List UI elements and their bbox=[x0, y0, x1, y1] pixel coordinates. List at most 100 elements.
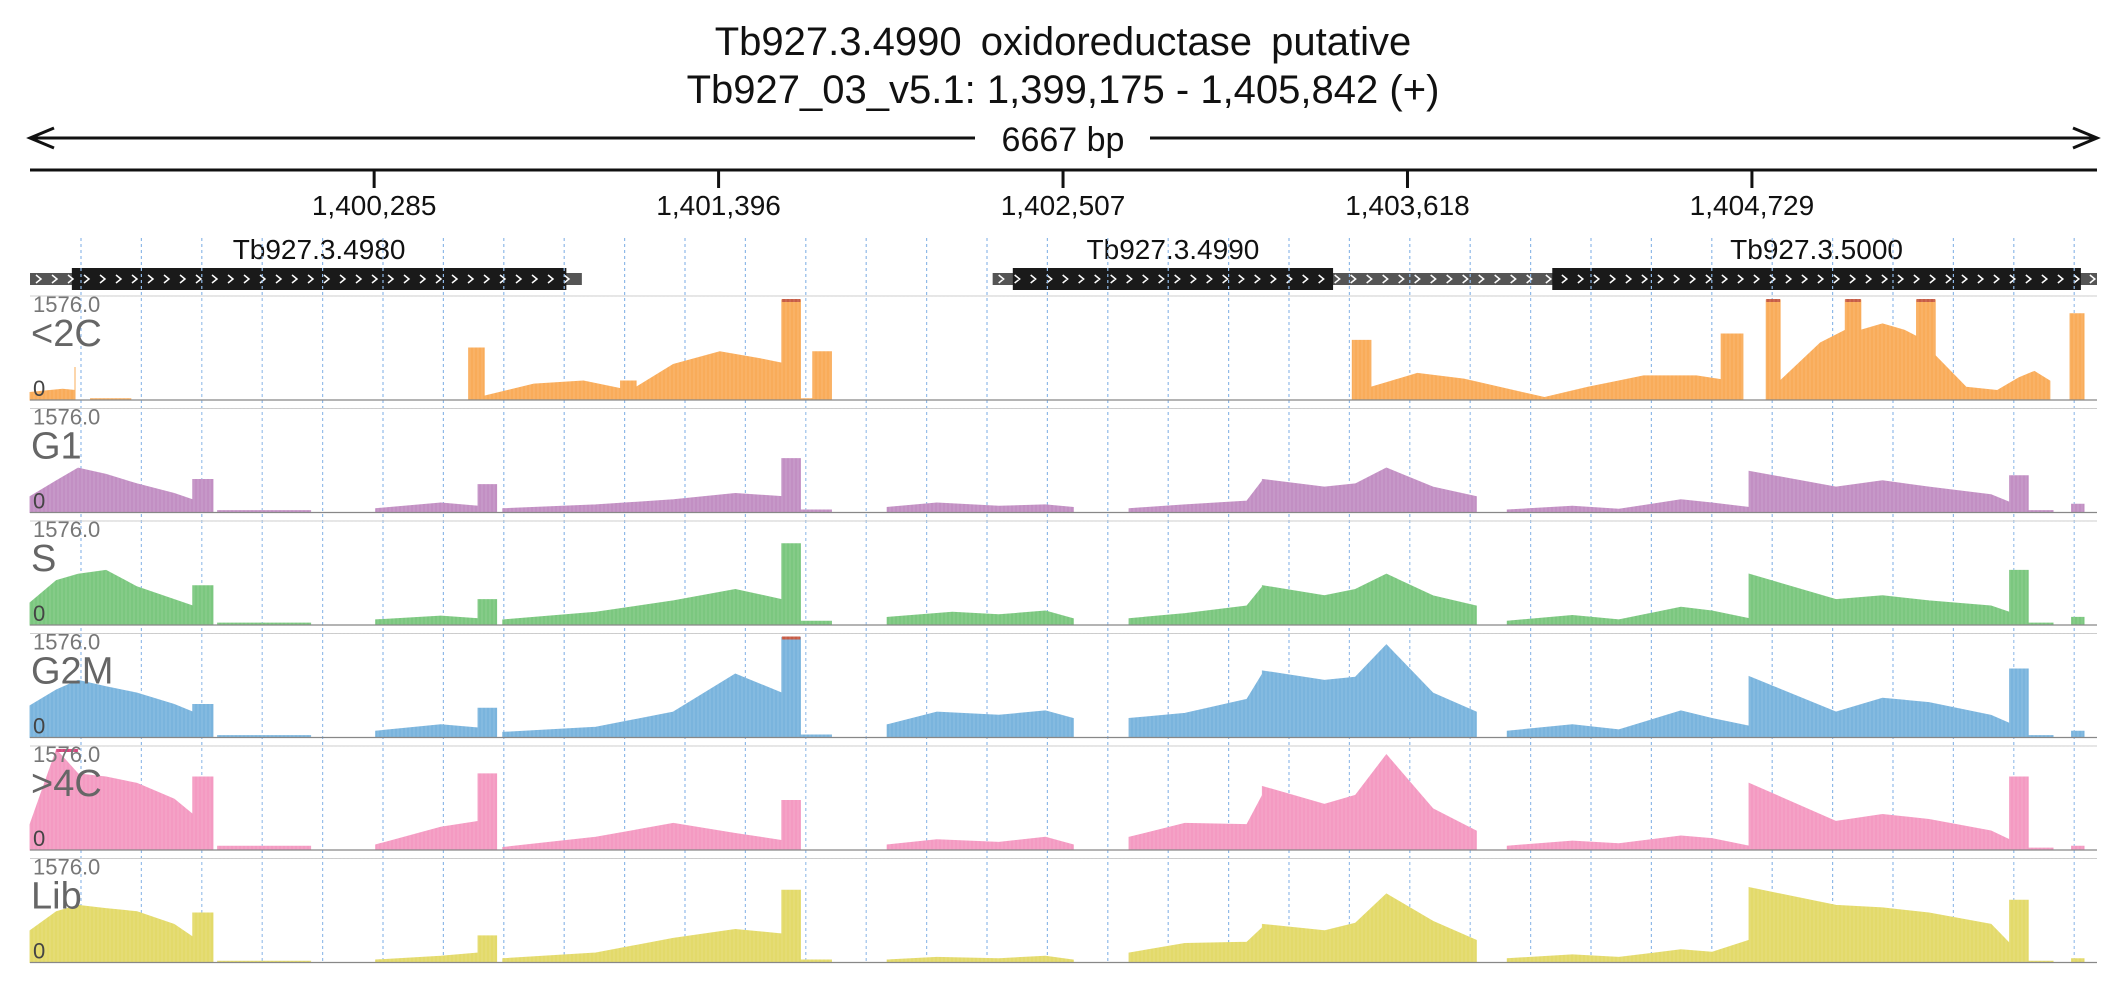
arrowhead-right-icon bbox=[2072, 126, 2101, 150]
coverage-area bbox=[375, 952, 479, 963]
coverage-area bbox=[886, 710, 1074, 738]
track-name-label: Lib bbox=[31, 876, 82, 918]
coverage-area bbox=[2009, 668, 2029, 738]
coverage-area bbox=[781, 458, 801, 513]
coverage-area bbox=[1748, 470, 2011, 513]
track-name-label: >4C bbox=[31, 763, 102, 805]
track-ymax-label: 1576.0 bbox=[33, 742, 100, 767]
bar-texture bbox=[29, 633, 2095, 738]
coverage-area bbox=[29, 467, 194, 513]
coverage-area bbox=[1779, 323, 2051, 401]
coverage-area bbox=[781, 889, 801, 963]
coverage-area bbox=[2009, 475, 2029, 513]
coverage-area bbox=[1128, 795, 1263, 851]
coverage-area bbox=[1544, 375, 1722, 401]
bar-texture bbox=[29, 521, 2095, 625]
clip-marker bbox=[56, 749, 79, 752]
ruler-tick-label: 1,400,285 bbox=[312, 190, 437, 221]
coverage-area bbox=[1844, 299, 1862, 401]
coverage-track bbox=[29, 745, 2097, 851]
track-name-label: G1 bbox=[31, 426, 82, 468]
coverage-area bbox=[1261, 467, 1477, 513]
span-length-label: 6667 bp bbox=[1002, 121, 1125, 159]
coverage-area bbox=[1720, 333, 1744, 401]
clip-marker bbox=[1845, 299, 1861, 302]
coverage-area bbox=[781, 543, 801, 626]
coverage-area bbox=[1261, 644, 1477, 738]
track-name-label: S bbox=[31, 538, 56, 580]
gene-cds-bar bbox=[1012, 268, 1334, 290]
track-ymin-label: 0 bbox=[33, 489, 45, 514]
coverage-area bbox=[375, 724, 479, 738]
genomic-location: Tb927_03_v5.1: 1,399,175 - 1,405,842 (+) bbox=[686, 68, 1440, 112]
arrowhead-left-icon bbox=[26, 126, 55, 150]
coverage-area bbox=[1506, 835, 1750, 851]
coverage-area bbox=[2009, 899, 2029, 963]
coverage-area bbox=[1506, 939, 1750, 963]
strand-arrow-icon bbox=[1545, 274, 2097, 284]
coverage-area bbox=[2009, 569, 2029, 626]
clip-marker bbox=[1766, 299, 1781, 302]
coverage-track bbox=[29, 858, 2097, 964]
coverage-track bbox=[29, 633, 2097, 739]
coverage-area bbox=[375, 820, 479, 851]
ruler-tick-label: 1,403,618 bbox=[1345, 190, 1470, 221]
clip-marker bbox=[781, 299, 801, 302]
gene-feature bbox=[1539, 268, 2097, 290]
coverage-area bbox=[1506, 499, 1750, 513]
coverage-area bbox=[781, 637, 801, 738]
ruler-tick-label: 1,402,507 bbox=[1001, 190, 1126, 221]
coverage-area bbox=[1261, 573, 1477, 626]
coverage-area bbox=[2009, 776, 2029, 851]
gene-label: Tb927.3.4990 bbox=[1087, 234, 1260, 265]
ruler-tick-label: 1,401,396 bbox=[656, 190, 781, 221]
coverage-area bbox=[1748, 675, 2011, 738]
coverage-track bbox=[29, 295, 2097, 401]
track-name-label: <2C bbox=[31, 313, 102, 355]
coverage-area bbox=[886, 955, 1074, 963]
gene-feature bbox=[30, 268, 582, 290]
coverage-area bbox=[1128, 479, 1263, 513]
coverage-area bbox=[1506, 606, 1750, 626]
gene-label: Tb927.3.5000 bbox=[1730, 234, 1903, 265]
clip-marker bbox=[1916, 299, 1936, 302]
bar-texture bbox=[29, 296, 2095, 400]
track-ymax-label: 1576.0 bbox=[33, 630, 100, 655]
coverage-area bbox=[1748, 573, 2011, 626]
gene-cds-bar bbox=[1552, 268, 2081, 290]
gene-label: Tb927.3.4980 bbox=[233, 234, 406, 265]
bar-texture bbox=[29, 408, 2095, 513]
coverage-area bbox=[483, 380, 622, 401]
ruler-tick-label: 1,404,729 bbox=[1690, 190, 1815, 221]
coverage-area bbox=[375, 502, 479, 513]
gene-cds-bar bbox=[71, 268, 567, 290]
track-ymax-label: 1576.0 bbox=[33, 292, 100, 317]
coverage-area bbox=[886, 836, 1074, 851]
coverage-area bbox=[1351, 339, 1372, 401]
coverage-area bbox=[1748, 782, 2011, 851]
gene-feature bbox=[992, 268, 1717, 290]
track-ymax-label: 1576.0 bbox=[33, 517, 100, 542]
bar-texture bbox=[29, 858, 2095, 963]
coverage-area bbox=[886, 502, 1074, 513]
clip-marker bbox=[781, 636, 801, 640]
track-ymax-label: 1576.0 bbox=[33, 405, 100, 430]
track-ymin-label: 0 bbox=[33, 714, 45, 739]
coverage-area bbox=[1748, 886, 2011, 963]
coverage-track bbox=[29, 408, 2097, 514]
coverage-area bbox=[1128, 672, 1263, 738]
coverage-area bbox=[886, 610, 1074, 626]
coverage-area bbox=[1261, 893, 1477, 963]
coverage-area bbox=[781, 299, 801, 401]
coverage-area bbox=[1261, 754, 1477, 851]
track-name-label: G2M bbox=[31, 651, 113, 693]
coverage-area bbox=[375, 615, 479, 626]
coverage-area bbox=[781, 800, 801, 851]
coverage-area bbox=[1128, 926, 1263, 963]
chart-title-block: Tb927.3.4990 oxidoreductase putative Tb9… bbox=[0, 18, 2126, 114]
track-ymin-label: 0 bbox=[33, 601, 45, 626]
track-ymin-label: 0 bbox=[33, 826, 45, 851]
coverage-track bbox=[29, 520, 2097, 626]
chart-title: Tb927.3.4990 oxidoreductase putative bbox=[714, 20, 1412, 64]
